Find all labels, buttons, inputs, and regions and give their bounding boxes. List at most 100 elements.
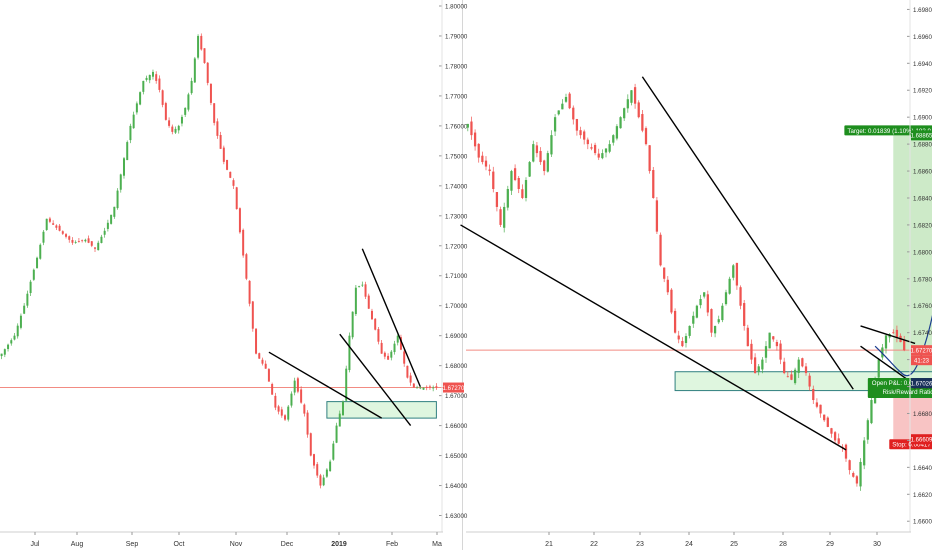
x-tick-label: 24 bbox=[685, 541, 693, 548]
candle-body bbox=[393, 343, 396, 353]
candle-body bbox=[495, 192, 499, 207]
candle-body bbox=[261, 359, 264, 364]
candle-body bbox=[823, 414, 826, 421]
candle-body bbox=[706, 294, 709, 313]
candle-body bbox=[139, 92, 142, 105]
right-chart-panel[interactable]: Target: 0.01839 (1.10%) 183.9, Amount: St… bbox=[460, 0, 932, 548]
candle-body bbox=[245, 254, 248, 279]
candle-body bbox=[432, 387, 435, 389]
candle-body bbox=[764, 346, 768, 358]
candle-body bbox=[335, 425, 338, 443]
candle-body bbox=[416, 387, 419, 389]
candle-body bbox=[830, 428, 833, 434]
candle-body bbox=[772, 336, 775, 340]
candle-body bbox=[155, 74, 158, 81]
candle-body bbox=[633, 87, 637, 104]
candle-body bbox=[739, 287, 742, 306]
candle-body bbox=[790, 374, 793, 380]
candle-body bbox=[699, 298, 702, 306]
candle-body bbox=[370, 310, 373, 320]
candle-body bbox=[71, 239, 74, 243]
y-tick-label: 1.73000 bbox=[445, 213, 468, 220]
candle-body bbox=[535, 145, 539, 154]
candle-body bbox=[68, 236, 71, 240]
candle-body bbox=[663, 267, 666, 279]
candle-body bbox=[110, 214, 113, 224]
candle-body bbox=[58, 225, 61, 231]
target-price-label: 1.68865 bbox=[911, 134, 932, 140]
candle-body bbox=[717, 319, 720, 323]
y-tick-label: 1.67000 bbox=[445, 393, 468, 400]
candle-body bbox=[313, 454, 316, 466]
demand-zone-rect bbox=[674, 371, 932, 392]
candle-body bbox=[10, 340, 13, 344]
candle-body bbox=[470, 121, 473, 136]
candle-body bbox=[728, 278, 731, 294]
candle-body bbox=[65, 234, 68, 237]
candle-body bbox=[615, 126, 619, 139]
candle-body bbox=[903, 339, 906, 351]
candle-body bbox=[503, 206, 506, 228]
y-tick-label: 1.68400 bbox=[913, 195, 932, 202]
candle-body bbox=[833, 432, 837, 441]
candle-body bbox=[761, 359, 764, 370]
candle-body bbox=[670, 289, 673, 313]
candle-body bbox=[804, 366, 808, 374]
candle-body bbox=[242, 229, 245, 256]
candle-body bbox=[673, 310, 677, 333]
candle-body bbox=[55, 225, 58, 228]
candle-body bbox=[106, 222, 109, 229]
candle-body bbox=[361, 284, 364, 286]
candle-body bbox=[644, 128, 648, 145]
candle-body bbox=[797, 359, 800, 373]
countdown-label: 41:23 bbox=[914, 358, 930, 364]
candle-body bbox=[226, 159, 229, 170]
candle-body bbox=[684, 336, 688, 344]
y-tick-label: 1.69000 bbox=[913, 115, 932, 122]
x-tick-label: 29 bbox=[826, 541, 834, 548]
candle-body bbox=[593, 144, 597, 154]
candle-body bbox=[377, 329, 380, 342]
candle-body bbox=[293, 380, 296, 393]
candle-body bbox=[251, 301, 254, 329]
entry-price-badge bbox=[911, 378, 932, 389]
x-tick-label: Oct bbox=[174, 541, 185, 548]
candle-body bbox=[164, 103, 167, 120]
candle-body bbox=[52, 223, 55, 225]
candle-body bbox=[844, 444, 848, 459]
candle-body bbox=[119, 174, 122, 190]
candle-body bbox=[390, 351, 393, 358]
candle-body bbox=[499, 209, 502, 225]
candle-body bbox=[422, 387, 425, 390]
candle-body bbox=[724, 292, 728, 305]
candle-body bbox=[90, 241, 93, 246]
candle-body bbox=[826, 417, 829, 427]
candle-body bbox=[132, 114, 135, 129]
candle-body bbox=[358, 286, 361, 288]
candle-body bbox=[264, 363, 267, 369]
candle-body bbox=[473, 132, 477, 147]
candle-body bbox=[553, 117, 557, 132]
candle-body bbox=[695, 305, 699, 318]
candle-body bbox=[396, 335, 399, 343]
candle-body bbox=[351, 311, 354, 338]
y-tick-label: 1.80000 bbox=[445, 3, 468, 10]
candle-body bbox=[652, 170, 655, 198]
left-chart-panel[interactable]: 1.80000 1.79000 1.78000 1.77000 1.76000 1.750… bbox=[0, 0, 468, 548]
left-price-axis[interactable]: 1.80000 1.79000 1.78000 1.77000 1.76000 1.750… bbox=[439, 0, 468, 532]
candle-body bbox=[229, 171, 232, 178]
candle-body bbox=[3, 349, 6, 355]
candle-body bbox=[590, 147, 593, 149]
candle-body bbox=[681, 340, 684, 347]
right-time-axis[interactable]: 21 22 23 24 25 28 29 30 bbox=[466, 531, 911, 548]
candle-body bbox=[488, 169, 491, 172]
candle-body bbox=[316, 464, 319, 476]
candle-body bbox=[129, 125, 132, 141]
candle-body bbox=[348, 335, 351, 371]
left-time-axis[interactable]: Jul Aug Sep Oct Nov Dec 2019 Feb Ma bbox=[0, 531, 443, 548]
candle-body bbox=[735, 262, 739, 286]
candle-body bbox=[122, 158, 125, 176]
candle-body bbox=[238, 208, 241, 233]
candle-body bbox=[783, 361, 786, 374]
candle-body bbox=[425, 386, 428, 388]
